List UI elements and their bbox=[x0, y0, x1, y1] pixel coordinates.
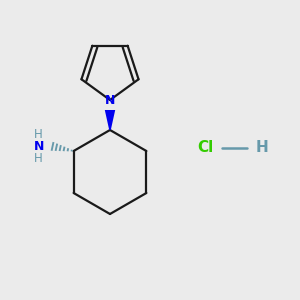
Text: N: N bbox=[33, 140, 44, 154]
Text: N: N bbox=[105, 94, 115, 106]
Text: H: H bbox=[256, 140, 268, 155]
Text: H: H bbox=[34, 152, 43, 166]
Text: Cl: Cl bbox=[197, 140, 213, 155]
Text: H: H bbox=[34, 128, 43, 142]
Polygon shape bbox=[105, 110, 115, 130]
